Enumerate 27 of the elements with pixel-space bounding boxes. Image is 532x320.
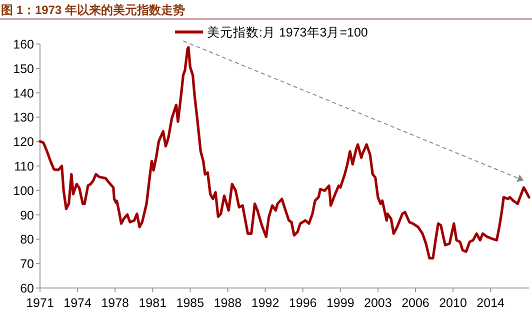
y-tick-label: 60 bbox=[20, 282, 34, 296]
x-tick-label: 1985 bbox=[176, 296, 204, 310]
y-tick-label: 130 bbox=[13, 110, 34, 125]
chart-title: 图 1：1973 年以来的美元指数走势 bbox=[1, 3, 186, 17]
x-tick-label: 1992 bbox=[251, 296, 280, 310]
x-tick-label: 1978 bbox=[101, 296, 130, 310]
x-tick-label: 1999 bbox=[326, 296, 354, 310]
y-tick-label: 160 bbox=[13, 38, 34, 52]
x-tick-label: 2010 bbox=[439, 296, 467, 310]
legend: 美元指数:月 1973年3月=100 bbox=[175, 26, 368, 40]
y-tick-label: 120 bbox=[13, 135, 34, 150]
y-tick-label: 150 bbox=[13, 62, 34, 76]
x-tick-label: 1971 bbox=[26, 296, 54, 310]
x-tick-label: 2006 bbox=[402, 296, 430, 310]
y-tick-label: 80 bbox=[20, 232, 34, 247]
y-tick-label: 70 bbox=[20, 257, 34, 272]
x-tick-label: 1974 bbox=[64, 296, 92, 310]
x-tick-label: 2014 bbox=[476, 296, 505, 310]
y-tick-label: 110 bbox=[14, 160, 34, 174]
x-tick-label: 1996 bbox=[288, 296, 317, 310]
y-tick-label: 90 bbox=[20, 208, 34, 222]
y-tick-label: 140 bbox=[13, 86, 34, 100]
x-tick-label: 2003 bbox=[364, 296, 392, 310]
x-tick-label: 1981 bbox=[138, 296, 167, 310]
y-tick-label: 100 bbox=[13, 184, 34, 198]
legend-label: 美元指数:月 1973年3月=100 bbox=[207, 24, 368, 40]
x-tick-label: 1988 bbox=[214, 296, 242, 310]
